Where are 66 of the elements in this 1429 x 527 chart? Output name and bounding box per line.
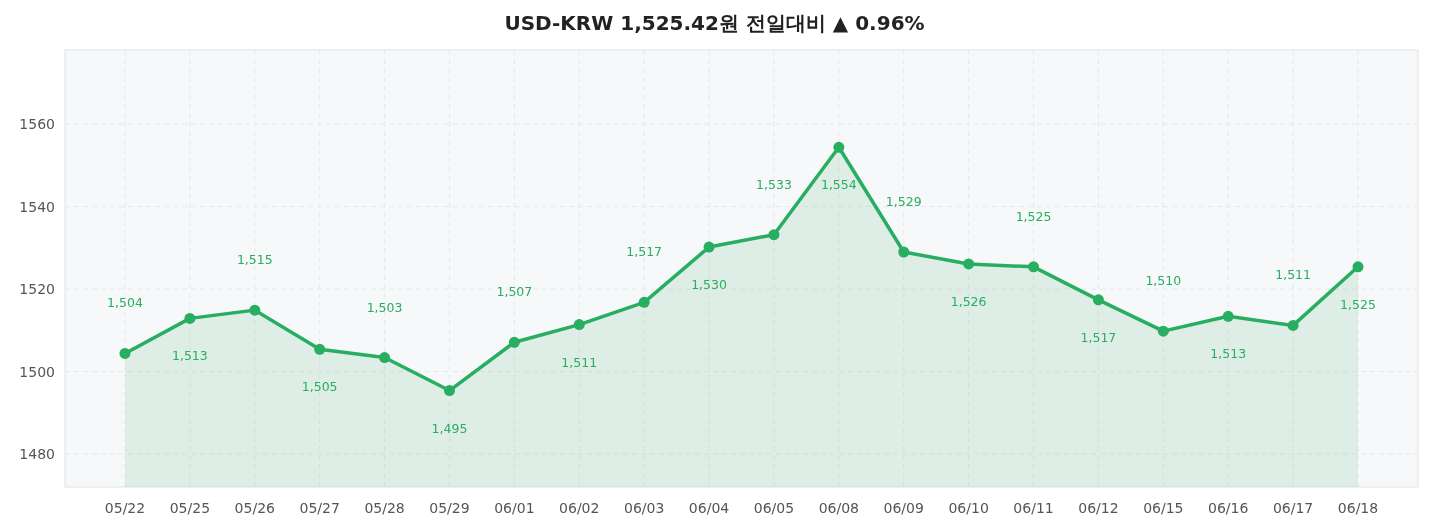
x-tick-label: 06/02 <box>559 500 600 516</box>
chart-title: USD-KRW 1,525.42원 전일대비 ▲ 0.96% <box>504 11 925 35</box>
data-label: 1,525 <box>1015 208 1052 224</box>
data-label: 1,513 <box>1210 346 1247 362</box>
point <box>119 347 131 359</box>
data-label: 1,495 <box>431 420 468 436</box>
x-tick-label: 06/04 <box>688 500 730 516</box>
x-tick-label: 05/29 <box>429 500 470 516</box>
point <box>184 312 196 324</box>
data-label: 1,525 <box>1340 296 1376 312</box>
data-label: 1,526 <box>950 293 987 309</box>
data-label: 1,517 <box>626 244 663 260</box>
x-tick-label: 05/22 <box>104 500 146 516</box>
point <box>249 304 261 316</box>
x-tick-label: 06/05 <box>753 500 795 516</box>
data-label: 1,511 <box>561 354 598 370</box>
x-tick-label: 06/16 <box>1208 500 1249 516</box>
point <box>1028 261 1040 273</box>
data-label: 1,513 <box>172 348 208 364</box>
point <box>638 296 650 308</box>
point <box>963 258 975 270</box>
point <box>573 319 585 331</box>
point <box>768 229 780 241</box>
x-tick-label: 05/28 <box>364 500 405 516</box>
x-tick-label: 06/08 <box>818 500 860 516</box>
point <box>1157 325 1169 337</box>
data-label: 1,504 <box>107 295 143 311</box>
data-label: 1,510 <box>1145 273 1182 289</box>
x-tick-label: 05/26 <box>234 500 276 516</box>
point <box>379 352 391 364</box>
data-label: 1,515 <box>236 252 273 268</box>
x-tick-label: 06/18 <box>1337 500 1379 516</box>
y-tick-label: 1520 <box>19 281 55 298</box>
data-label: 1,507 <box>496 284 533 300</box>
point <box>1352 261 1364 273</box>
data-label: 1,554 <box>820 177 857 193</box>
x-tick-label: 06/01 <box>494 500 535 516</box>
data-label: 1,511 <box>1275 267 1311 283</box>
x-tick-label: 06/03 <box>623 500 665 516</box>
data-label: 1,503 <box>366 299 403 315</box>
x-tick-label: 06/09 <box>883 500 924 516</box>
point <box>314 343 326 355</box>
data-label: 1,529 <box>885 194 922 210</box>
point <box>703 241 715 253</box>
x-tick-label: 06/15 <box>1143 500 1184 516</box>
point <box>1222 310 1234 322</box>
x-tick-label: 06/11 <box>1013 500 1054 516</box>
point <box>898 246 910 258</box>
y-tick-label: 1540 <box>19 198 55 215</box>
x-tick-label: 05/27 <box>299 500 340 516</box>
x-tick-label: 05/25 <box>169 500 211 516</box>
point <box>508 336 520 348</box>
point <box>1092 294 1104 306</box>
data-label: 1,533 <box>756 176 792 192</box>
y-tick-label: 1500 <box>19 363 55 380</box>
y-tick-label: 1480 <box>19 446 55 463</box>
data-label: 1,517 <box>1080 329 1117 345</box>
x-tick-label: 06/10 <box>948 500 989 516</box>
point <box>443 385 455 397</box>
data-label: 1,530 <box>691 277 727 293</box>
data-label: 1,505 <box>301 379 338 395</box>
point <box>1287 319 1299 331</box>
y-tick-label: 1560 <box>19 116 55 133</box>
point <box>833 141 845 153</box>
x-tick-label: 06/17 <box>1272 500 1314 516</box>
x-tick-label: 06/12 <box>1078 500 1119 516</box>
